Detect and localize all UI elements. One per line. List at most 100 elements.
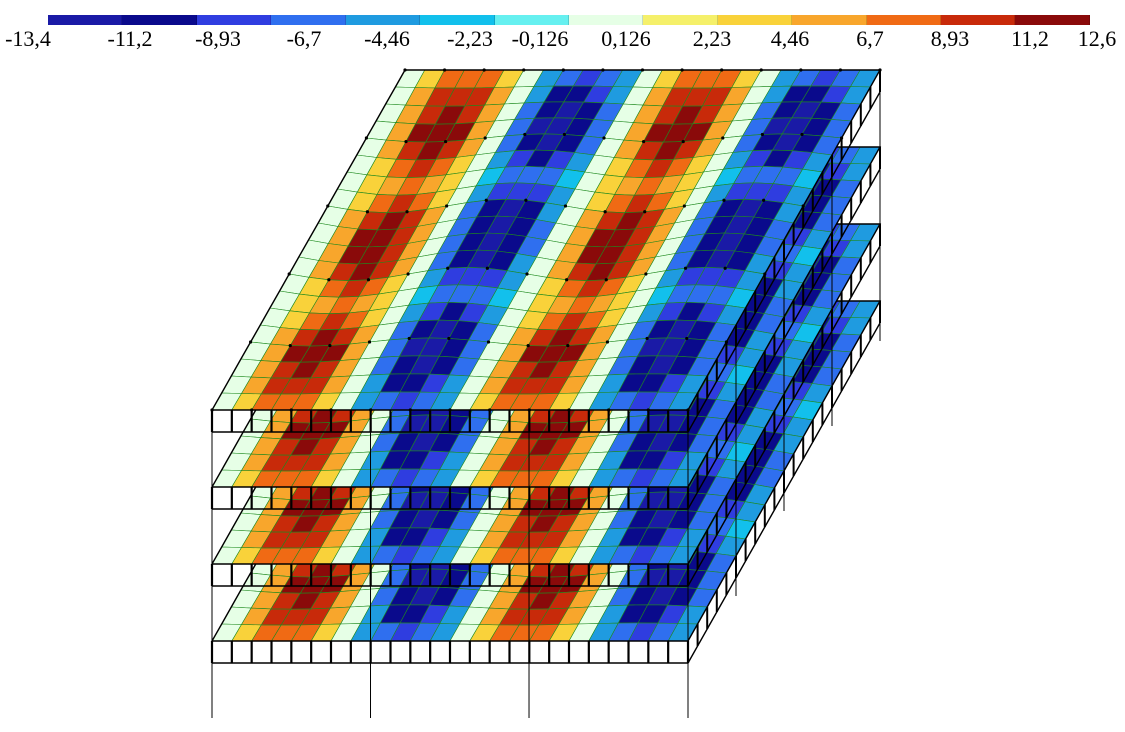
legend-swatch [196,15,272,25]
mesh-node [288,343,292,348]
legend-swatch [792,15,867,25]
legend-tick-label: -2,23 [447,26,493,51]
mesh-node [405,210,409,214]
legend-tick-label: -0,126 [511,26,569,51]
mesh-node [562,132,567,137]
mesh-node [406,272,410,276]
mesh-node [840,136,844,140]
legend-swatch [717,15,793,25]
mesh-node [486,340,491,344]
mesh-node [761,198,766,202]
slab-edge [212,322,881,664]
mesh-node [644,272,648,276]
mesh-node [682,204,686,208]
mesh-node [685,336,689,341]
legend-tick-label: 6,7 [856,26,884,51]
mesh-node [759,68,763,72]
mesh-node [566,343,570,348]
mesh-node [561,68,565,72]
legend-tick-label: 8,93 [930,26,970,51]
mesh-node [799,68,803,72]
legend-swatch [271,15,346,25]
legend-swatch [494,15,569,25]
mesh-node [367,340,372,344]
mesh-node [327,278,331,282]
legend-swatch [122,15,197,25]
mesh-node [721,136,725,140]
mesh-node [605,340,610,344]
mesh-node [763,272,767,276]
mesh-node [720,68,724,72]
mesh-node [524,198,528,202]
mesh-node [603,210,607,214]
mesh-node [250,408,254,412]
mesh-node [445,204,449,208]
mesh-node [446,266,450,270]
mesh-node [800,132,804,137]
mesh-node [407,336,411,341]
mesh-node [326,204,330,208]
mesh-node [640,68,645,72]
legend-tick-label: -8,93 [195,26,241,51]
floor-slab [210,68,882,433]
legend-swatch [866,15,942,25]
mesh-node [366,278,371,282]
legend-swatch [48,15,123,25]
mesh-node [760,132,765,137]
slab-edge [212,168,881,510]
mesh-node [408,408,412,412]
mesh-node [643,210,647,214]
mesh-node [287,272,291,276]
mesh-node [642,139,646,144]
color-scale-ticks: -13,4 -11,2 -8,93 -6,7 -4,46 -2,23 -0,126 0,126… [0,26,1125,56]
mesh-node [404,139,408,144]
mesh-node [525,272,529,276]
mesh-node [484,198,488,202]
mesh-node [448,408,452,412]
mesh-node [328,343,332,348]
legend-tick-label: 2,23 [692,26,732,51]
mesh-node [365,210,370,214]
mesh-node [364,136,368,140]
mesh-node [723,266,727,270]
mesh-node [724,340,729,344]
mesh-node [444,139,448,144]
legend-tick-label: -11,2 [107,26,153,51]
mesh-node [563,204,568,208]
mesh-node [601,68,605,72]
legend-swatch [1015,15,1090,25]
legend-swatch [420,15,495,25]
mesh-node [447,336,451,341]
mesh-node [442,68,447,72]
mesh-node [567,408,571,412]
color-scale-bar [48,15,1090,25]
mesh-node [482,68,486,72]
mesh-node [249,340,253,344]
mesh-node [646,408,650,412]
mesh-node [526,343,530,348]
mesh-node [683,266,688,270]
mesh-node [604,278,608,282]
legend-swatch [643,15,718,25]
legend-swatch [941,15,1016,25]
mesh-node [602,136,606,140]
slab-edge [212,91,881,433]
mesh-node [645,336,649,341]
mesh-node [485,266,489,270]
mesh-node [607,408,611,412]
legend-swatch [568,15,644,25]
mesh-node [838,68,843,72]
mesh-node [289,408,293,412]
mesh-node [403,68,407,72]
legend-tick-label: -6,7 [286,26,322,51]
legend-tick-label: 0,126 [601,26,651,51]
legend-tick-label: 11,2 [1011,26,1049,51]
legend-tick-label: -4,46 [364,26,410,51]
mesh-node [329,408,333,412]
mesh-node [488,408,492,412]
legend-tick-label: 12,6 [1077,26,1117,51]
mesh-node [523,132,527,137]
mesh-node [681,139,685,144]
legend-swatch [345,15,421,25]
